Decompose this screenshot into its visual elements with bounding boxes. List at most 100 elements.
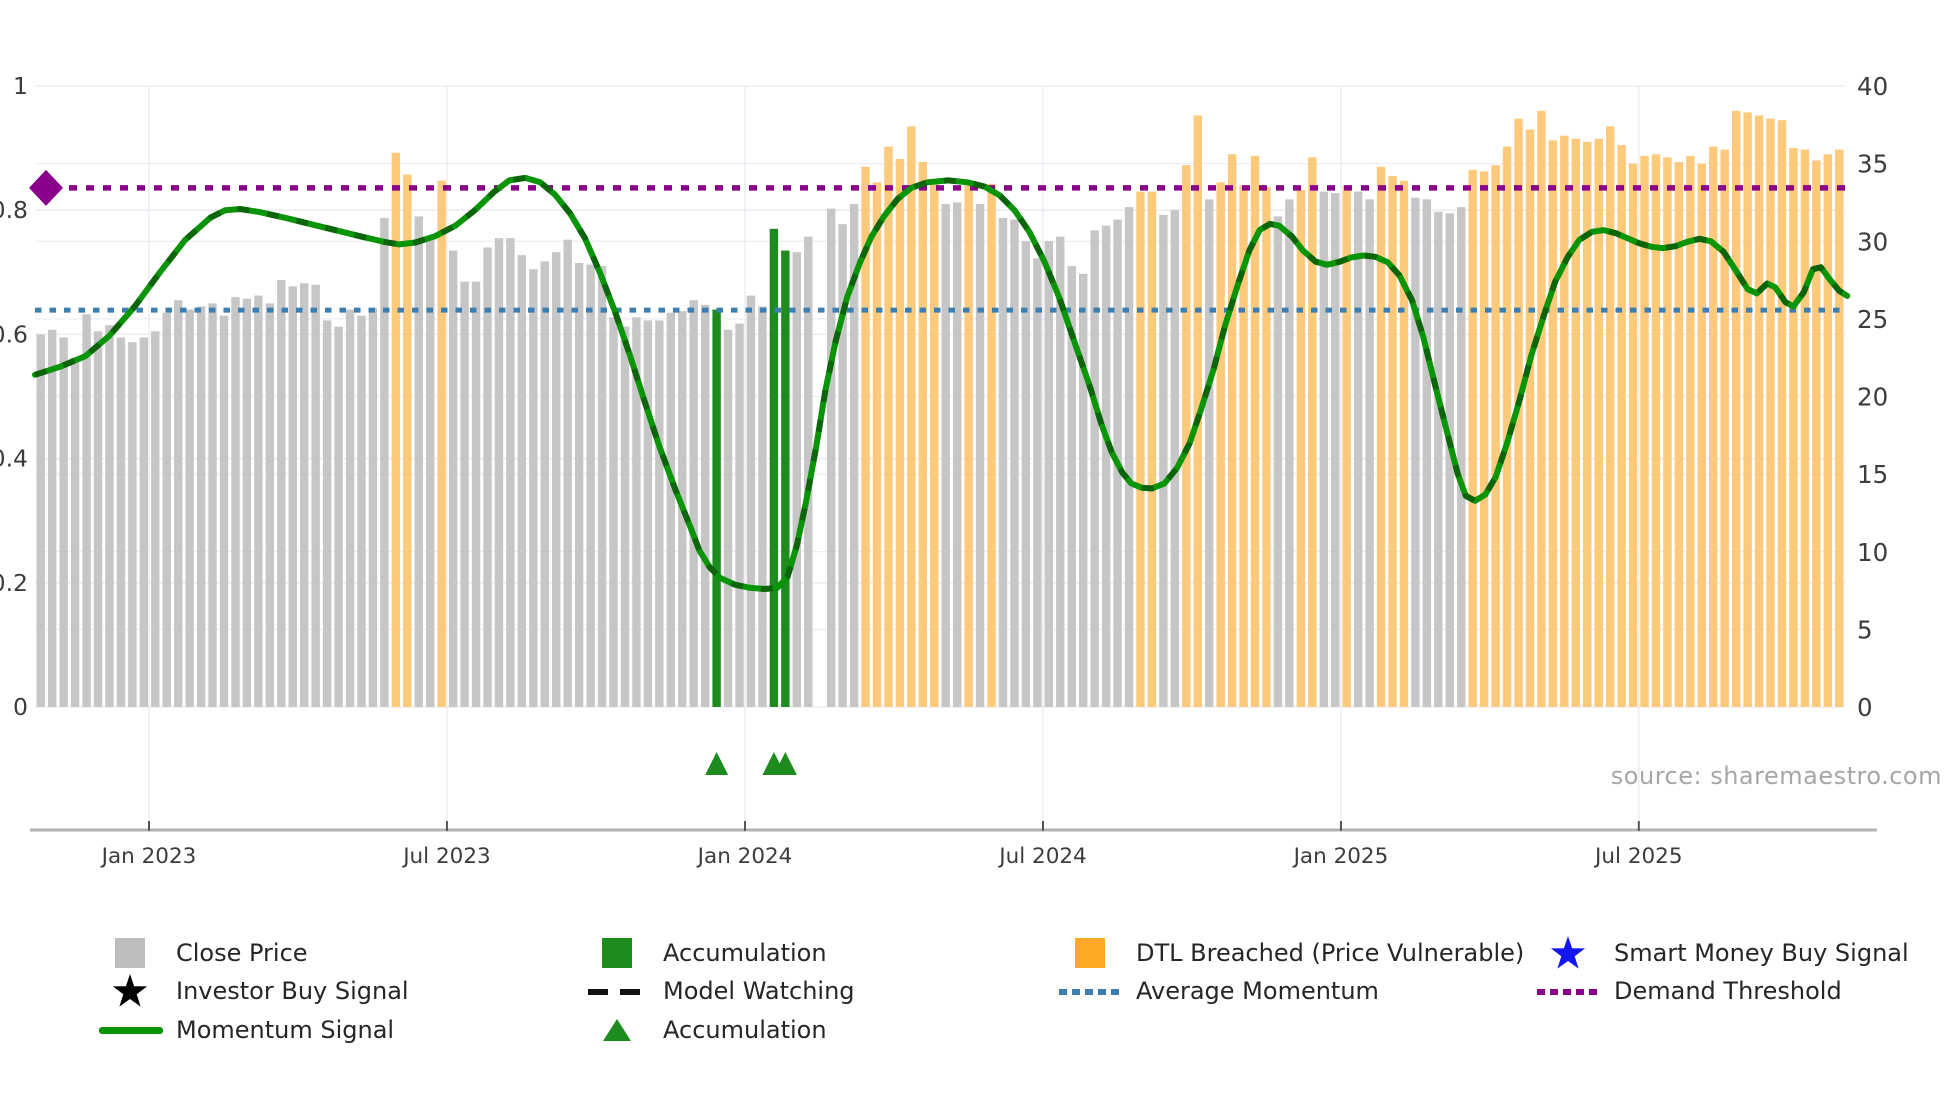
close-price-bar	[311, 284, 320, 707]
right-axis-label: 20	[1857, 383, 1888, 412]
close-price-bar	[1319, 191, 1328, 707]
close-price-bar	[1010, 219, 1019, 707]
close-price-bar	[552, 252, 561, 707]
close-price-bar	[666, 312, 675, 707]
dtl-breached-bar	[1262, 186, 1271, 708]
x-axis-label: Jul 2024	[997, 844, 1087, 869]
dtl-breached-bar	[964, 185, 973, 708]
right-axis-label: 5	[1857, 615, 1873, 644]
dtl-breached-bar	[1216, 182, 1225, 707]
close-price-bar	[1353, 191, 1363, 707]
close-price-bar	[941, 203, 950, 708]
dtl-breached-bar	[1239, 185, 1248, 708]
close-price-bar	[254, 295, 263, 707]
dtl-breached-bar	[1250, 155, 1260, 708]
close-price-bar	[975, 203, 985, 708]
right-axis-label: 25	[1857, 305, 1888, 334]
left-axis-label: 1	[13, 72, 28, 100]
close-price-bar	[36, 334, 45, 707]
close-price-bar	[151, 331, 160, 707]
close-price-bar	[838, 224, 847, 708]
close-price-bar	[1067, 266, 1076, 707]
close-price-bar	[139, 337, 149, 707]
close-price-bar	[1331, 193, 1340, 707]
close-price-bar	[82, 314, 91, 707]
close-price-bar	[1078, 273, 1088, 707]
x-axis-label: Jan 2025	[1292, 844, 1389, 869]
dtl-breached-bar	[1754, 115, 1764, 707]
close-price-bar	[723, 329, 733, 707]
dtl-breached-bar	[861, 166, 870, 708]
dtl-breached-bar	[403, 174, 412, 707]
dtl-breached-bar	[1743, 112, 1752, 707]
dtl-breached-bar	[1571, 138, 1580, 707]
dtl-breached-bar	[987, 183, 996, 707]
dtl-breached-bar	[907, 126, 916, 708]
dtl-breached-bar	[1823, 154, 1833, 707]
close-price-bar	[414, 216, 423, 707]
close-price-bar	[300, 283, 309, 707]
close-price-bar	[826, 208, 836, 707]
close-price-bar	[1205, 199, 1214, 707]
close-price-bar	[162, 312, 171, 707]
dtl-breached-bar	[1835, 149, 1844, 708]
dtl-breached-bar	[1491, 165, 1500, 708]
left-axis-label: 0.4	[0, 445, 28, 473]
dtl-breached-bar	[1388, 176, 1397, 708]
close-price-bar	[700, 304, 710, 707]
right-axis-label: 35	[1857, 150, 1888, 179]
dtl-breached-bar	[1617, 144, 1626, 707]
dtl-breached-bar	[930, 179, 939, 707]
close-price-bar	[47, 329, 57, 707]
dtl-breached-bar	[1812, 160, 1821, 707]
right-axis-label: 30	[1857, 227, 1888, 256]
close-price-bar	[231, 297, 240, 707]
dtl-breached-bar	[1227, 154, 1237, 707]
close-price-bar	[173, 300, 183, 707]
close-price-bar	[59, 337, 68, 707]
accumulation-triangle-marker	[705, 752, 729, 775]
close-price-bar	[998, 217, 1008, 707]
dtl-breached-bar	[1800, 149, 1810, 708]
close-price-bar	[380, 217, 389, 707]
close-price-bar	[1101, 225, 1111, 707]
dtl-breached-bar	[1525, 129, 1535, 708]
close-price-bar	[952, 202, 962, 707]
close-price-bar	[655, 320, 664, 707]
dtl-breached-bar	[391, 152, 401, 707]
dtl-breached-bar	[1548, 140, 1558, 707]
dtl-breached-bar	[1399, 180, 1409, 707]
close-price-bar	[128, 342, 137, 707]
dtl-breached-bar	[1182, 165, 1191, 708]
left-axis-label: 0.2	[0, 569, 28, 597]
close-price-bar	[1285, 199, 1294, 707]
close-price-bar	[1434, 211, 1443, 707]
dtl-breached-bar	[1583, 141, 1592, 707]
dtl-breached-bar	[1731, 110, 1741, 708]
dtl-breached-bar	[1479, 171, 1489, 707]
close-price-bar	[1170, 210, 1180, 707]
close-price-bar	[426, 239, 435, 707]
accumulation-bar	[781, 250, 790, 707]
dtl-breached-bar	[884, 146, 893, 708]
right-axis-label: 10	[1857, 538, 1888, 567]
close-price-bar	[597, 266, 607, 707]
close-price-bar	[70, 357, 80, 707]
dtl-breached-bar	[437, 180, 446, 707]
close-price-bar	[1457, 207, 1466, 707]
dtl-breached-bar	[918, 162, 928, 707]
dtl-breached-bar	[1709, 146, 1718, 708]
close-price-bar	[689, 300, 698, 707]
close-price-bar	[1090, 230, 1099, 707]
close-price-bar	[277, 280, 286, 707]
source-attribution: source: sharemaestro.com	[1610, 762, 1942, 790]
dtl-breached-bar	[1342, 185, 1351, 708]
x-axis-label: Jul 2025	[1593, 844, 1683, 869]
close-price-bar	[208, 303, 217, 707]
close-price-bar	[334, 326, 343, 707]
dtl-breached-bar	[1308, 157, 1317, 708]
close-price-bar	[242, 298, 252, 707]
dtl-breached-bar	[1376, 166, 1386, 708]
close-price-bar	[643, 320, 653, 707]
